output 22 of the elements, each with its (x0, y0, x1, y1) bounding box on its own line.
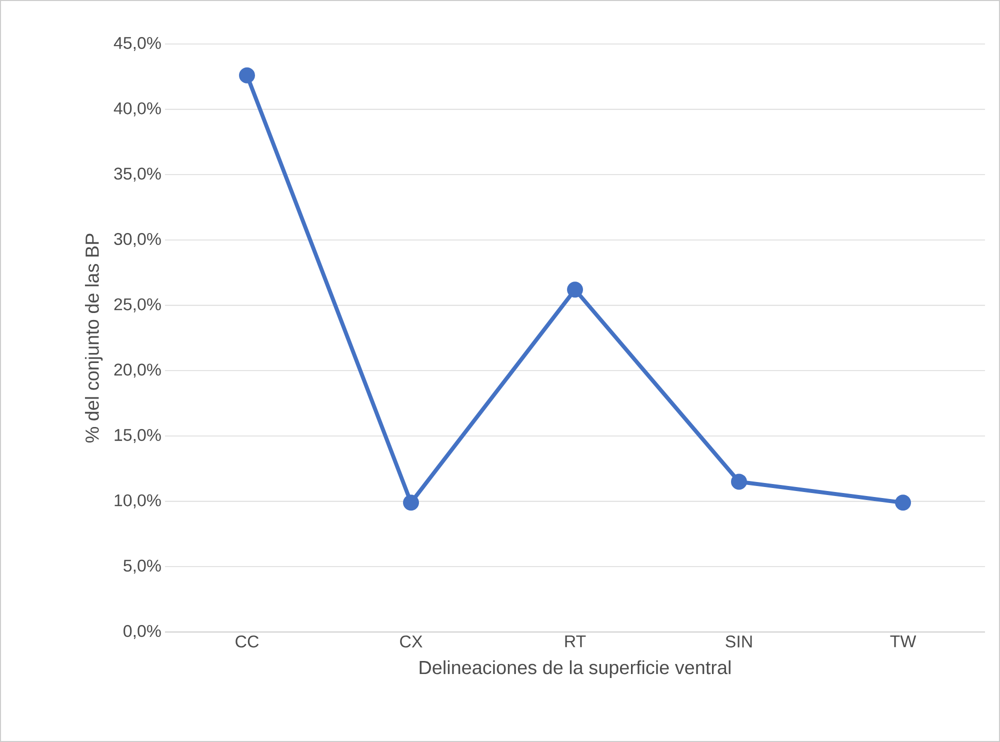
x-tick-label: SIN (726, 636, 752, 648)
x-axis-title: Delineaciones de la superficie ventral (420, 660, 730, 678)
point (403, 494, 420, 511)
y-tick-label: 10,0% (114, 494, 161, 508)
y-axis-title: % del conjunto de las BP (84, 234, 103, 443)
point (731, 474, 748, 490)
point (567, 282, 584, 298)
x-tick-label: CC (236, 636, 259, 648)
x-tick-label: TW (890, 636, 916, 648)
y-tick-label: 40,0% (114, 102, 161, 116)
y-tick-label: 45,0% (114, 36, 161, 51)
y-tick-label: 35,0% (114, 168, 161, 182)
point (895, 494, 912, 511)
y-tick-label: 30,0% (114, 232, 161, 247)
y-tick-label: 0,0% (124, 624, 161, 639)
y-tick-label: 20,0% (114, 364, 161, 378)
y-tick-label: 5,0% (124, 560, 161, 574)
point (239, 67, 256, 84)
x-tick-label: RT (565, 636, 586, 648)
y-tick-label: 15,0% (114, 428, 161, 443)
y-tick-label: 25,0% (114, 298, 161, 312)
x-tick-label: CX (400, 636, 422, 648)
